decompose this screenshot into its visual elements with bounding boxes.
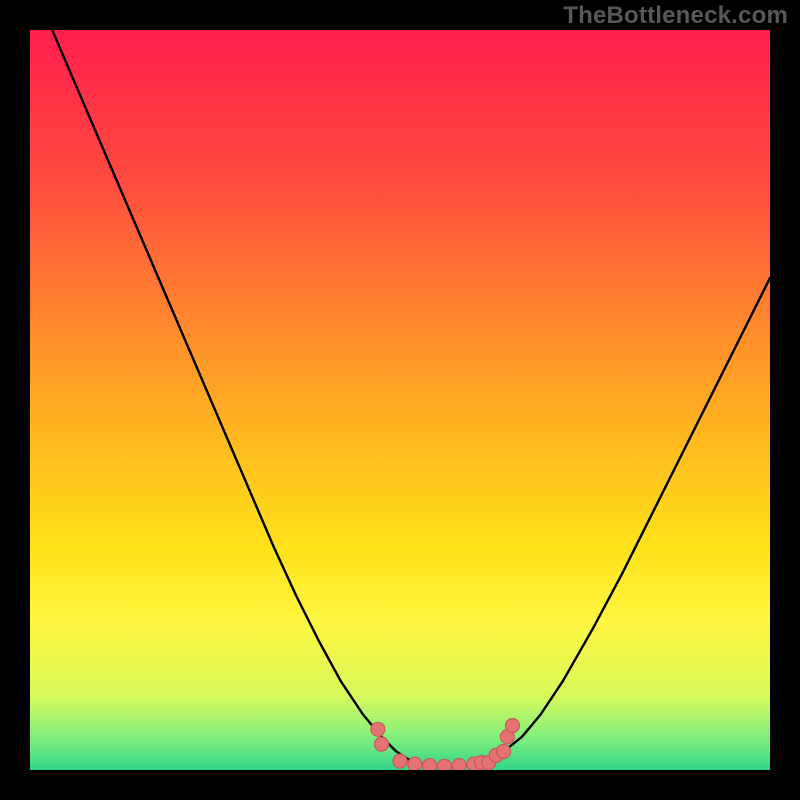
marker-dot [497, 745, 511, 759]
chart-frame: TheBottleneck.com [0, 0, 800, 800]
marker-dot [423, 759, 437, 770]
gradient-background [30, 30, 770, 770]
marker-dot [371, 722, 385, 736]
marker-dot [452, 759, 466, 770]
marker-dot [505, 719, 519, 733]
marker-dot [375, 737, 389, 751]
plot-area [30, 30, 770, 770]
watermark-text: TheBottleneck.com [563, 2, 788, 30]
marker-dot [408, 757, 422, 770]
chart-svg [30, 30, 770, 770]
marker-dot [393, 754, 407, 768]
marker-dot [437, 759, 451, 770]
